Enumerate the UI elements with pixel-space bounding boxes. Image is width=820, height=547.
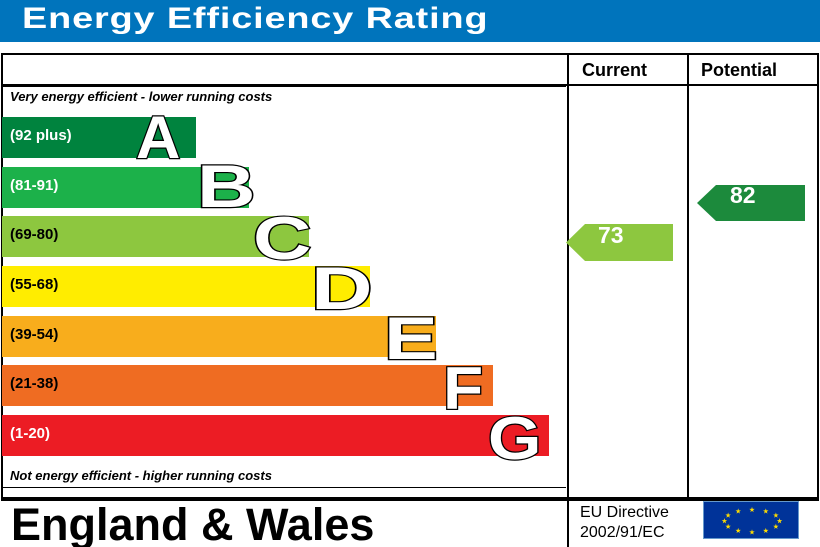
svg-text:E: E — [384, 306, 438, 369]
svg-text:C: C — [253, 205, 311, 269]
svg-text:D: D — [311, 254, 373, 319]
svg-text:A: A — [136, 104, 180, 168]
svg-text:G: G — [488, 405, 541, 469]
svg-text:B: B — [197, 153, 256, 217]
svg-text:F: F — [443, 356, 483, 419]
